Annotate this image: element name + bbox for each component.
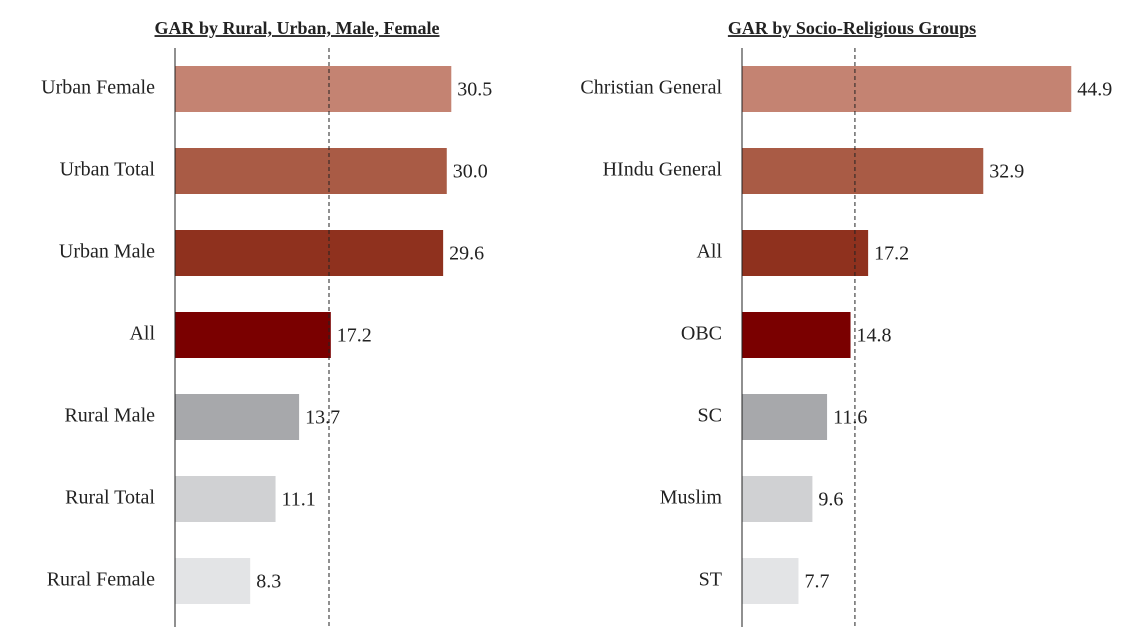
- y-tick-label: SC: [698, 405, 722, 427]
- bar: [742, 394, 828, 440]
- y-tick-label: All: [696, 241, 722, 263]
- bar: [175, 312, 331, 358]
- y-tick-label: OBC: [681, 323, 722, 345]
- y-tick-label: Urban Total: [60, 159, 156, 181]
- value-label: 14.8: [857, 325, 892, 347]
- bar: [175, 66, 452, 112]
- y-tick-label: Rural Female: [47, 569, 155, 591]
- value-label: 30.0: [453, 161, 488, 183]
- value-label: 13.7: [305, 407, 340, 429]
- y-tick-label: Rural Male: [64, 405, 155, 427]
- y-tick-label: Christian General: [580, 77, 722, 99]
- value-label: 29.6: [449, 243, 484, 265]
- y-tick-label: Rural Total: [65, 487, 155, 509]
- value-label: 17.2: [337, 325, 372, 347]
- y-tick-label: HIndu General: [603, 159, 723, 181]
- value-label: 8.3: [256, 571, 281, 593]
- y-tick-label: All: [129, 323, 155, 345]
- bar: [175, 476, 276, 522]
- y-tick-label: Urban Female: [41, 77, 155, 99]
- value-label: 9.6: [818, 489, 843, 511]
- bar: [742, 558, 799, 604]
- y-tick-label: ST: [699, 569, 722, 591]
- value-label: 32.9: [989, 161, 1024, 183]
- y-tick-label: Muslim: [660, 487, 723, 509]
- value-label: 17.2: [874, 243, 909, 265]
- bar: [175, 394, 300, 440]
- bar: [742, 230, 869, 276]
- chart-title: GAR by Socio-Religious Groups: [728, 18, 976, 38]
- value-label: 7.7: [804, 571, 829, 593]
- bar: [742, 66, 1072, 112]
- bar: [742, 148, 984, 194]
- bar: [742, 312, 851, 358]
- bar: [175, 148, 447, 194]
- value-label: 44.9: [1077, 79, 1112, 101]
- bar: [742, 476, 813, 522]
- y-tick-label: Urban Male: [59, 241, 155, 263]
- value-label: 30.5: [457, 79, 492, 101]
- value-label: 11.1: [282, 489, 316, 511]
- value-label: 11.6: [833, 407, 867, 429]
- bar: [175, 558, 251, 604]
- chart-title: GAR by Rural, Urban, Male, Female: [155, 18, 440, 38]
- bar: [175, 230, 444, 276]
